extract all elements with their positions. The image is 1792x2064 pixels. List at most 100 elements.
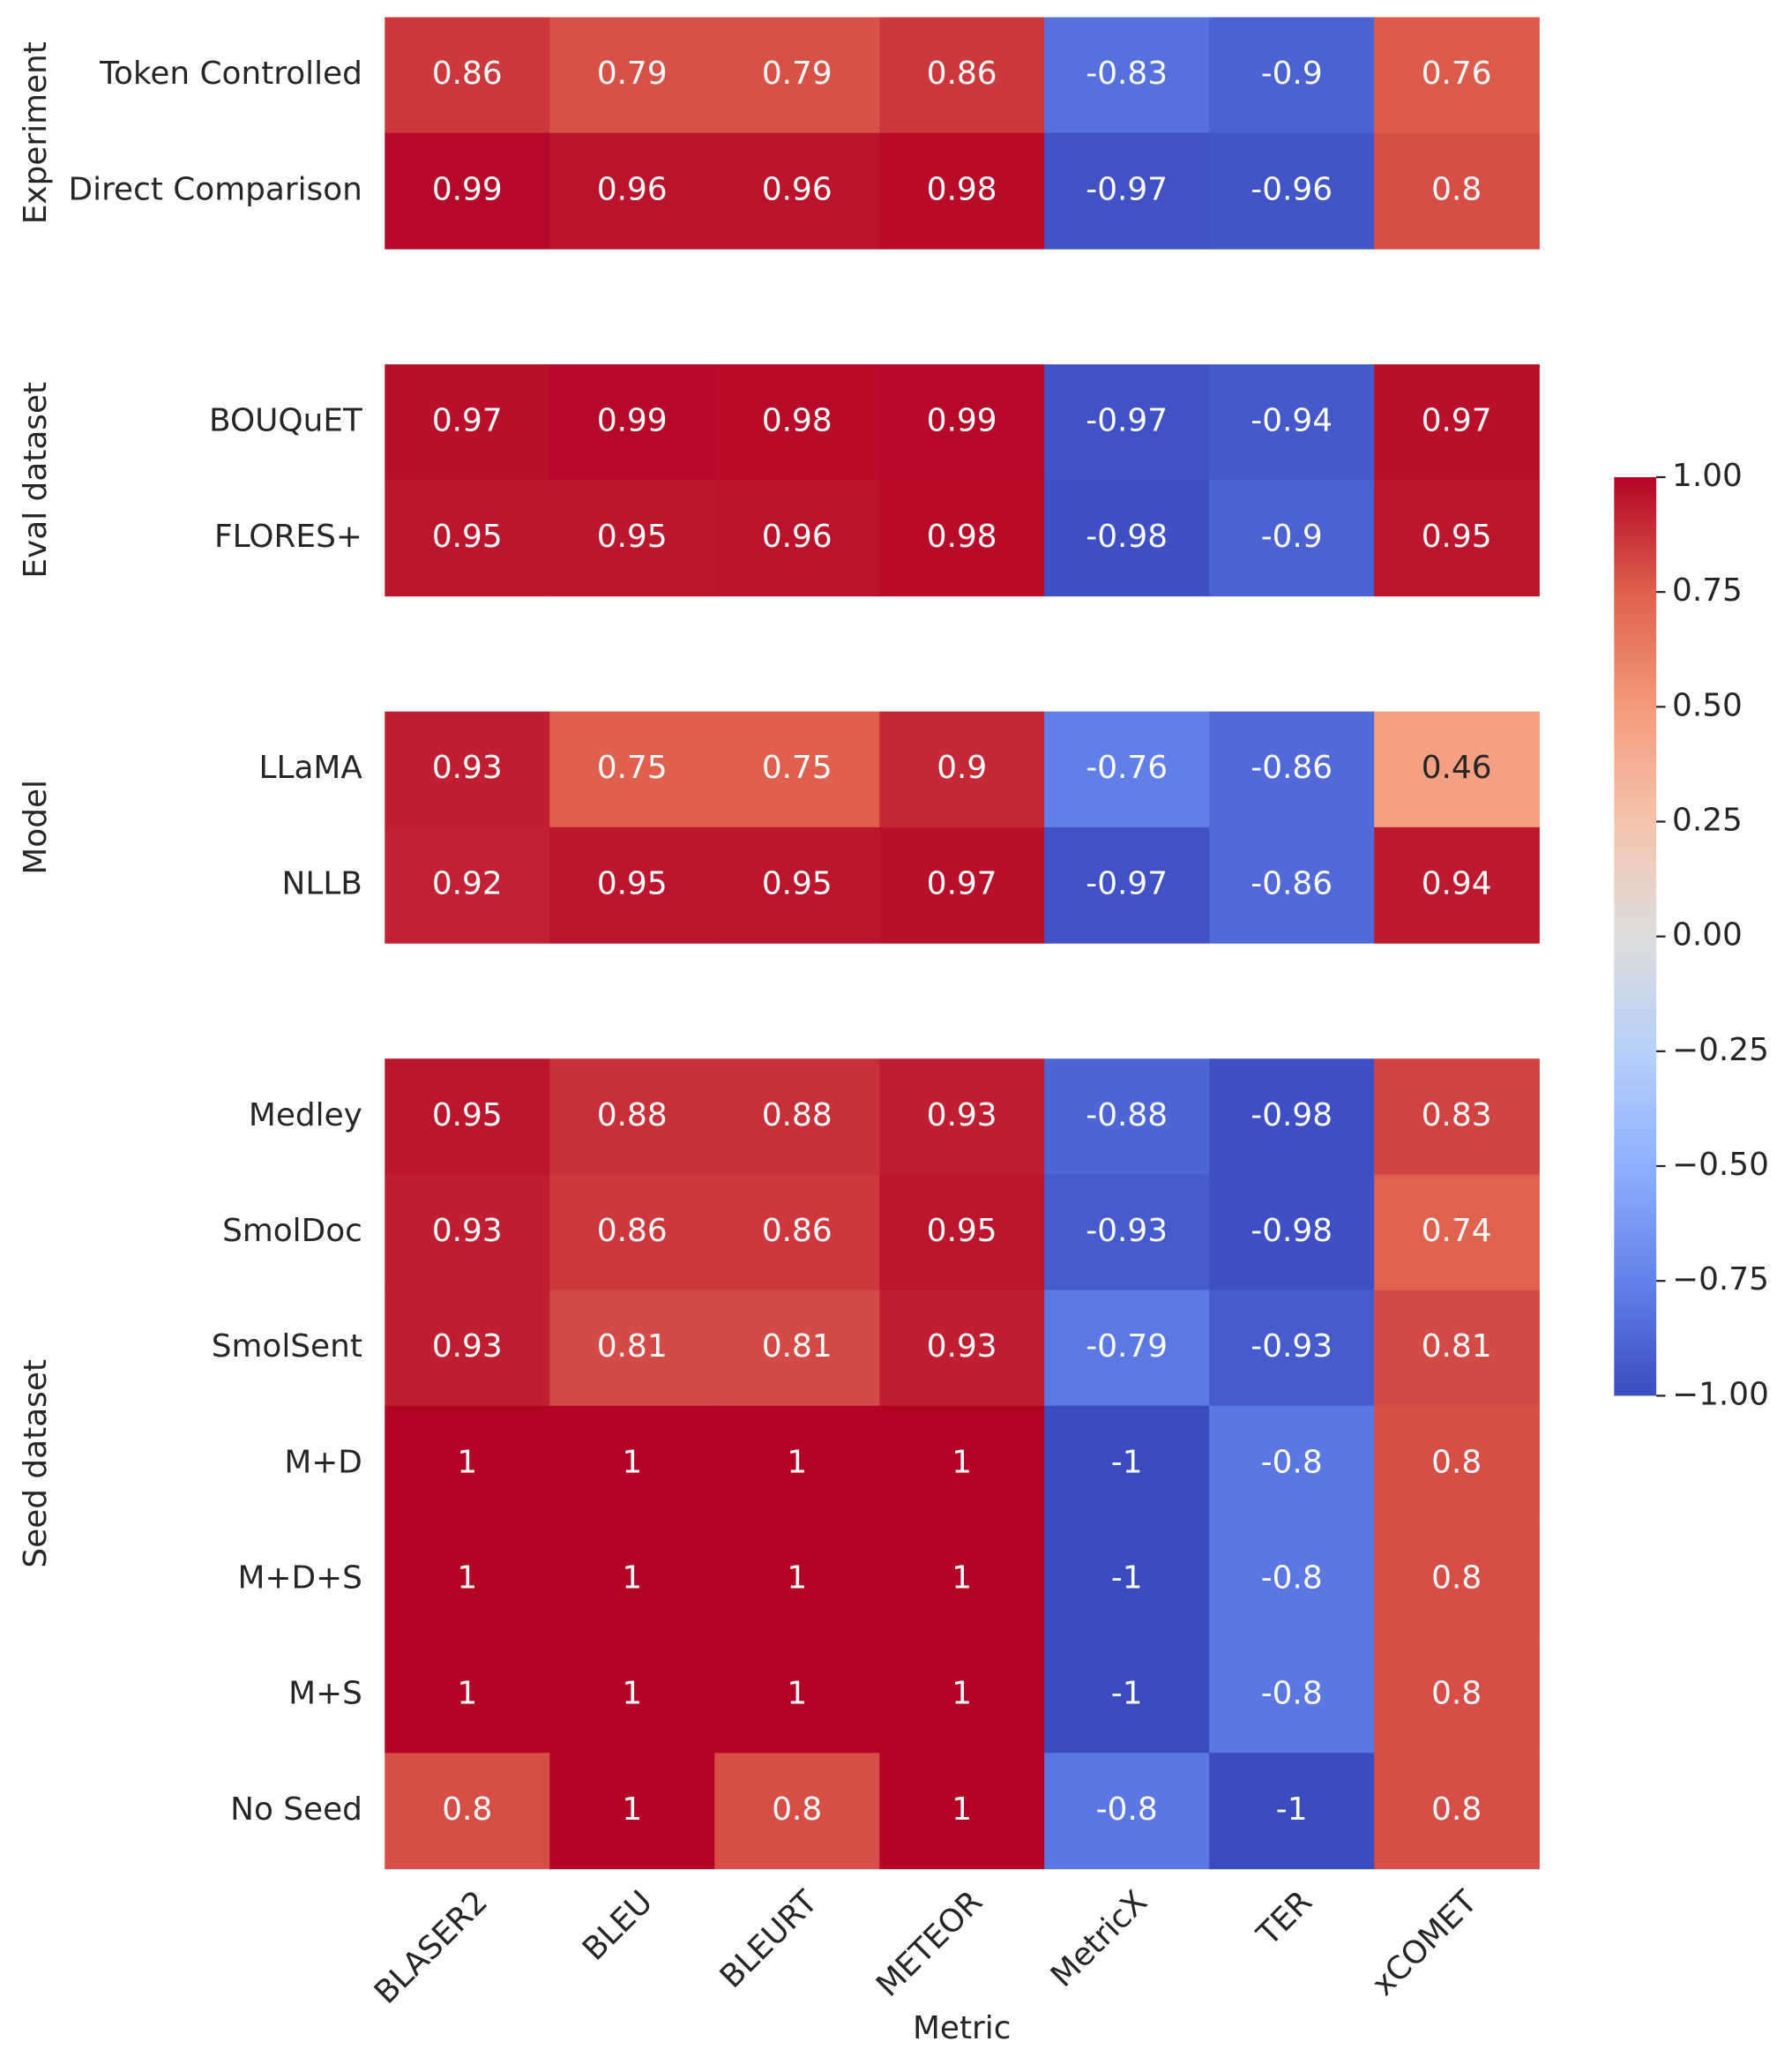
cell-label: -1 xyxy=(1111,1444,1143,1480)
cell-label: -0.76 xyxy=(1086,750,1168,786)
cell-label: 0.88 xyxy=(597,1097,668,1133)
cell-label: 0.81 xyxy=(762,1328,833,1365)
cell-label: -0.97 xyxy=(1086,865,1168,901)
colorbar-tick-label: 1.00 xyxy=(1672,458,1743,494)
colorbar-tick-label: 0.50 xyxy=(1672,687,1743,723)
cell-label: 0.8 xyxy=(1431,1444,1482,1480)
heatmap-cell xyxy=(714,711,880,828)
heatmap-cell xyxy=(1374,1058,1540,1176)
cell-label: 0.99 xyxy=(927,403,997,439)
cell-label: 0.95 xyxy=(597,519,668,555)
heatmap-cell xyxy=(714,364,880,482)
cell-label: -0.94 xyxy=(1251,403,1333,439)
cell-label: 0.86 xyxy=(762,1213,833,1249)
group-label: Experiment xyxy=(18,41,54,224)
cell-label: -0.83 xyxy=(1086,56,1168,92)
cell-label: 0.97 xyxy=(1422,403,1492,439)
heatmap-cell xyxy=(714,1174,880,1291)
colorbar-tick-label: −1.00 xyxy=(1672,1376,1769,1412)
heatmap-cell xyxy=(714,1058,880,1176)
heatmap-cell xyxy=(714,132,880,250)
y-tick-label: BOUQuET xyxy=(209,403,362,439)
heatmap-cell xyxy=(385,364,551,482)
heatmap-cell xyxy=(1374,1290,1540,1407)
cell-label: 0.96 xyxy=(762,171,833,207)
x-tick-label: BLEU xyxy=(576,1884,660,1968)
heatmap-cell xyxy=(1209,132,1375,250)
y-tick-label: Direct Comparison xyxy=(69,171,362,207)
heatmap-cell xyxy=(1209,826,1375,944)
y-tick-label: LLaMA xyxy=(259,750,363,786)
x-tick-label: xCOMET xyxy=(1365,1884,1484,2003)
colorbar-tick-label: −0.75 xyxy=(1672,1261,1769,1297)
heatmap-cell xyxy=(1374,1405,1540,1522)
heatmap-cell xyxy=(1374,826,1540,944)
colorbar-tick-label: 0.00 xyxy=(1672,917,1743,953)
heatmap-cell xyxy=(1209,364,1375,482)
colorbar-tick-label: 0.25 xyxy=(1672,803,1743,839)
group-label: Seed dataset xyxy=(18,1359,54,1568)
heatmap-cell xyxy=(879,826,1045,944)
heatmap-cell xyxy=(1209,1290,1375,1407)
cell-label: 0.95 xyxy=(597,865,668,901)
heatmap-cell xyxy=(385,1753,551,1870)
cell-label: 1 xyxy=(952,1676,972,1712)
heatmap-cell xyxy=(549,1058,715,1176)
heatmap-cell xyxy=(1044,132,1210,250)
heatmap-cell xyxy=(549,1174,715,1291)
cell-label: -0.96 xyxy=(1251,171,1333,207)
cell-label: 0.88 xyxy=(762,1097,833,1133)
cell-label: 0.46 xyxy=(1422,750,1492,786)
heatmap-cell xyxy=(879,1753,1045,1870)
heatmap-cell xyxy=(385,711,551,828)
cell-label: 1 xyxy=(952,1791,972,1828)
heatmap-cell xyxy=(1044,1290,1210,1407)
group-label: Model xyxy=(18,780,54,875)
heatmap-cell xyxy=(385,132,551,250)
heatmap-cell xyxy=(385,480,551,597)
heatmap-cell xyxy=(879,1521,1045,1638)
cell-label: 0.98 xyxy=(762,403,833,439)
heatmap-cell xyxy=(1209,1174,1375,1291)
cell-label: 1 xyxy=(622,1444,642,1480)
y-tick-label: M+D+S xyxy=(238,1560,362,1597)
y-tick-label: M+D xyxy=(284,1444,362,1480)
cell-label: 0.95 xyxy=(432,519,503,555)
cell-label: -0.98 xyxy=(1251,1097,1333,1133)
heatmap-cell xyxy=(385,1521,551,1638)
heatmap-cell xyxy=(549,17,715,134)
cell-label: -0.8 xyxy=(1096,1791,1158,1828)
cell-label: 0.95 xyxy=(432,1097,503,1133)
heatmap-cell xyxy=(1374,1637,1540,1754)
heatmap-cell xyxy=(714,1637,880,1754)
cell-label: 0.93 xyxy=(927,1328,997,1365)
cell-label: -0.98 xyxy=(1251,1213,1333,1249)
cell-label: 0.83 xyxy=(1422,1097,1492,1133)
cell-label: 0.76 xyxy=(1422,56,1492,92)
cell-label: 0.96 xyxy=(762,519,833,555)
cell-label: 0.93 xyxy=(927,1097,997,1133)
colorbar xyxy=(1614,476,1657,1396)
heatmap-cell xyxy=(1374,1174,1540,1291)
heatmap-cell xyxy=(879,132,1045,250)
heatmap-cell xyxy=(1209,1637,1375,1754)
heatmap-cell xyxy=(549,132,715,250)
heatmap-cell xyxy=(549,826,715,944)
heatmap-cell xyxy=(1044,1637,1210,1754)
cell-label: 1 xyxy=(457,1560,477,1597)
cell-label: 0.86 xyxy=(432,56,503,92)
heatmap-cell xyxy=(385,1290,551,1407)
y-tick-label: SmolDoc xyxy=(222,1213,362,1249)
cell-label: 1 xyxy=(787,1560,807,1597)
cell-label: 0.8 xyxy=(772,1791,822,1828)
cell-label: -0.88 xyxy=(1086,1097,1168,1133)
cell-label: 0.99 xyxy=(432,171,503,207)
heatmap-cell xyxy=(1374,364,1540,482)
cell-label: 0.8 xyxy=(1431,1791,1482,1828)
y-tick-label: No Seed xyxy=(230,1791,362,1828)
cell-label: -1 xyxy=(1276,1791,1308,1828)
heatmap-cell xyxy=(1209,1521,1375,1638)
heatmap-cell xyxy=(879,1058,1045,1176)
